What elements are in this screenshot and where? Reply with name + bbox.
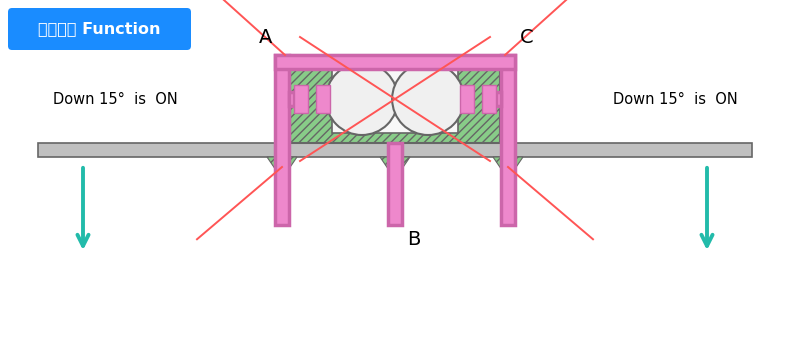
Polygon shape (380, 157, 410, 179)
Bar (275, 55, 289, 225)
Bar (316, 85, 330, 113)
Text: 触发角度 Function: 触发角度 Function (38, 21, 160, 36)
Text: C: C (520, 28, 533, 47)
Bar (38, 143, 752, 157)
Text: B: B (407, 230, 420, 249)
Circle shape (392, 63, 464, 135)
Text: Down 15°  is  ON: Down 15° is ON (612, 91, 737, 106)
Bar (501, 55, 515, 225)
Bar (275, 55, 515, 69)
Bar (332, 65, 458, 133)
Bar (294, 85, 308, 113)
Bar (289, 92, 294, 106)
Text: Down 15°  is  ON: Down 15° is ON (53, 91, 178, 106)
Polygon shape (493, 157, 523, 179)
Bar (496, 92, 501, 106)
Bar (460, 85, 474, 113)
Bar (482, 85, 496, 113)
Bar (290, 55, 500, 143)
FancyBboxPatch shape (8, 8, 191, 50)
Polygon shape (267, 157, 297, 179)
Text: A: A (258, 28, 272, 47)
Circle shape (326, 63, 398, 135)
Bar (388, 143, 402, 225)
